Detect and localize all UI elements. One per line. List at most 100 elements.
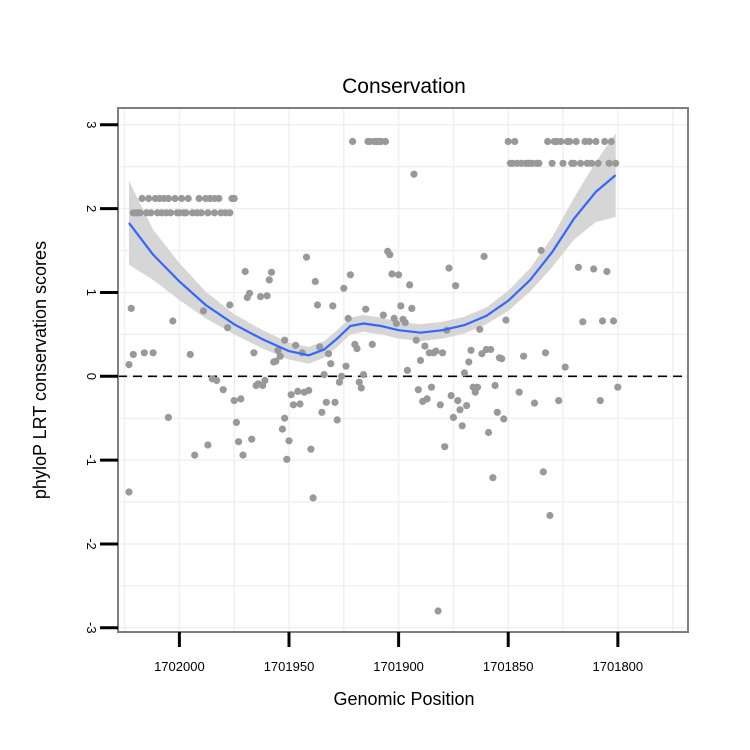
x-tick-label-2: 1701900: [373, 659, 424, 674]
data-point-150: [436, 401, 444, 409]
data-point-137: [408, 304, 416, 312]
data-point-52: [226, 209, 234, 217]
data-point-71: [265, 276, 273, 284]
data-point-35: [195, 194, 203, 203]
data-point-212: [572, 137, 580, 146]
data-point-158: [454, 397, 462, 405]
data-point-219: [587, 159, 596, 167]
x-tick-label-3: 1701850: [483, 659, 534, 674]
data-point-161: [460, 369, 468, 377]
data-point-45: [213, 376, 221, 385]
data-point-138: [410, 170, 418, 178]
data-point-105: [338, 372, 346, 380]
data-point-33: [191, 451, 199, 459]
data-point-228: [607, 137, 615, 146]
data-point-213: [574, 263, 583, 271]
data-point-163: [465, 358, 473, 366]
data-point-134: [401, 319, 409, 327]
data-point-70: [263, 292, 271, 300]
data-point-22: [167, 209, 175, 217]
data-point-119: [368, 340, 376, 348]
data-point-113: [355, 378, 363, 386]
data-point-179: [500, 415, 508, 423]
data-point-124: [379, 311, 387, 319]
data-point-154: [445, 264, 453, 272]
data-point-103: [333, 416, 341, 424]
data-point-227: [605, 159, 613, 167]
y-axis-label: phyloP LRT conservation scores: [30, 241, 50, 499]
data-point-178: [498, 355, 506, 363]
data-point-58: [237, 395, 245, 403]
data-point-168: [476, 325, 484, 333]
data-point-3: [129, 350, 137, 359]
data-point-151: [438, 349, 447, 357]
y-axis-ticks: -3 -2 -1 0 1 2 3: [84, 121, 118, 634]
loess-smooth-line: [128, 174, 617, 357]
data-point-207: [561, 363, 569, 371]
x-axis-label: Genomic Position: [333, 689, 474, 709]
data-point-143: [421, 342, 429, 350]
data-point-131: [395, 271, 403, 279]
data-point-90: [305, 386, 313, 395]
data-point-209: [566, 137, 574, 146]
data-point-54: [230, 194, 238, 203]
data-point-144: [423, 395, 431, 403]
x-tick-label-1: 1701950: [264, 659, 315, 674]
data-point-72: [267, 268, 276, 276]
data-point-76: [276, 352, 284, 360]
data-point-160: [458, 422, 466, 430]
data-point-9: [140, 349, 148, 357]
data-point-1: [125, 361, 133, 369]
data-point-85: [294, 387, 302, 395]
data-point-56: [232, 418, 240, 426]
y-tick-label-1: -2: [84, 538, 99, 550]
data-point-86: [296, 400, 304, 408]
data-point-196: [537, 246, 545, 255]
data-point-50: [224, 324, 232, 332]
data-point-172: [484, 428, 493, 437]
data-point-157: [452, 282, 460, 290]
data-point-135: [403, 366, 411, 374]
data-point-127: [386, 251, 394, 259]
data-point-141: [416, 356, 425, 364]
data-point-229: [609, 317, 618, 325]
data-point-115: [359, 371, 368, 379]
data-point-69: [261, 376, 269, 385]
data-point-148: [432, 347, 440, 355]
data-point-77: [278, 425, 286, 433]
confidence-ribbon-layer: [129, 133, 616, 364]
data-point-101: [329, 302, 337, 310]
data-point-231: [614, 383, 622, 391]
y-tick-label-0: -3: [84, 622, 99, 634]
data-point-116: [362, 305, 370, 313]
data-point-24: [171, 194, 179, 203]
data-point-201: [548, 159, 556, 167]
data-point-225: [601, 137, 609, 146]
data-point-98: [322, 398, 330, 406]
data-point-78: [281, 336, 289, 344]
data-point-174: [489, 474, 497, 482]
x-tick-label-4: 1701800: [593, 659, 644, 674]
data-point-155: [447, 392, 455, 400]
data-point-89: [302, 253, 311, 261]
data-point-184: [511, 137, 519, 146]
y-tick-label-3: 0: [84, 373, 99, 380]
data-point-226: [603, 267, 611, 276]
data-point-75: [274, 346, 282, 354]
data-point-102: [331, 398, 339, 406]
data-point-159: [456, 406, 464, 414]
data-point-188: [520, 352, 528, 360]
data-point-46: [215, 194, 223, 203]
data-point-27: [178, 194, 186, 203]
data-point-64: [250, 349, 258, 357]
data-point-215: [579, 318, 587, 326]
data-point-0: [125, 488, 133, 496]
data-point-230: [612, 159, 620, 167]
data-point-220: [590, 265, 598, 273]
data-point-83: [289, 401, 297, 409]
data-point-94: [313, 301, 322, 309]
data-point-57: [235, 438, 243, 446]
data-point-149: [434, 607, 442, 615]
data-point-7: [136, 209, 144, 217]
